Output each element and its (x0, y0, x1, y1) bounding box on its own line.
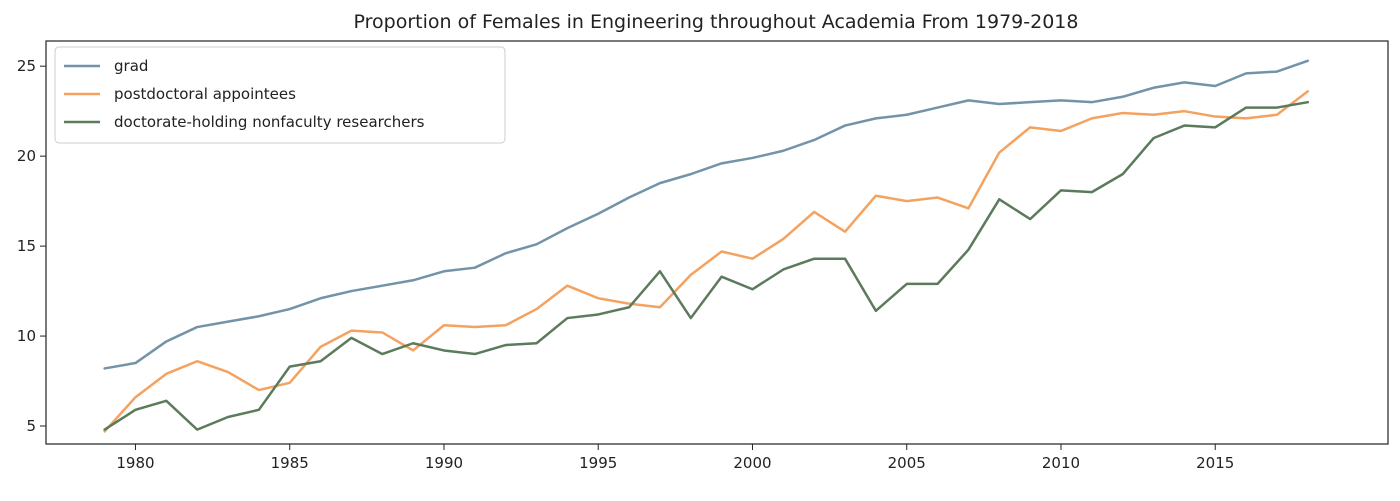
plot-frame (45, 40, 1389, 445)
legend-label: doctorate-holding nonfaculty researchers (114, 113, 425, 131)
series-layer (103, 59, 1310, 433)
x-tick-label: 1980 (116, 454, 154, 472)
legend-label: postdoctoral appointees (114, 85, 296, 103)
chart-title: Proportion of Females in Engineering thr… (354, 11, 1079, 33)
x-tick-label: 2010 (1042, 454, 1080, 472)
x-axis: 1980 1985 1990 1995 2000 2005 2010 2015 (116, 444, 1234, 472)
x-tick-label: 2015 (1196, 454, 1234, 472)
legend-entries: grad postdoctoral appointees doctorate-hol… (64, 57, 425, 131)
y-tick-label: 20 (17, 147, 36, 165)
y-tick-label: 5 (26, 417, 36, 435)
series-line-2 (103, 100, 1310, 431)
y-tick-label: 25 (17, 57, 36, 75)
x-tick-label: 2000 (733, 454, 771, 472)
series-line-0 (103, 59, 1310, 370)
x-tick-label: 1985 (271, 454, 309, 472)
legend-label: grad (114, 57, 148, 75)
plot-area (45, 40, 1389, 445)
x-tick-label: 2005 (888, 454, 926, 472)
legend: grad postdoctoral appointees doctorate-hol… (54, 46, 506, 144)
x-tick-label: 1995 (579, 454, 617, 472)
y-axis: 5 10 15 20 25 (17, 57, 46, 435)
y-tick-label: 10 (17, 327, 36, 345)
x-tick-label: 1990 (425, 454, 463, 472)
y-tick-label: 15 (17, 237, 36, 255)
legend-box (54, 46, 506, 144)
